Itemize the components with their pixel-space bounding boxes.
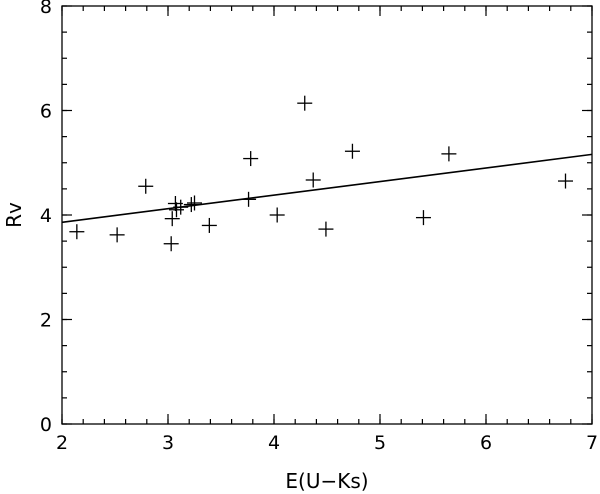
y-axis-label: Rv <box>2 202 26 228</box>
x-tick-label: 2 <box>56 432 68 454</box>
y-tick-label: 6 <box>40 101 52 123</box>
x-tick-label: 5 <box>374 432 386 454</box>
y-tick-label: 8 <box>40 0 52 18</box>
fit-line <box>61 153 593 224</box>
data-point <box>305 172 321 188</box>
x-tick-label: 6 <box>480 432 492 454</box>
y-tick-label: 0 <box>40 414 52 436</box>
data-point <box>164 211 180 227</box>
x-axis-label: E(U−Ks) <box>285 469 368 493</box>
data-point <box>163 236 179 252</box>
x-tick-label: 3 <box>162 432 174 454</box>
data-point <box>241 191 257 207</box>
x-tick-label: 4 <box>268 432 280 454</box>
data-point <box>441 146 457 162</box>
data-points <box>69 95 573 252</box>
data-point <box>243 151 259 167</box>
data-point <box>201 217 217 233</box>
minor-ticks <box>61 5 593 425</box>
data-point <box>187 195 202 211</box>
data-point <box>109 227 125 243</box>
major-ticks <box>61 5 593 425</box>
plot-frame <box>61 5 593 425</box>
data-point <box>415 210 431 226</box>
data-point <box>297 95 313 111</box>
y-tick-label: 4 <box>40 205 52 227</box>
data-point <box>173 199 189 215</box>
data-point <box>558 173 573 189</box>
y-tick-label: 2 <box>40 310 52 332</box>
x-tick-labels: 2 3 4 5 6 7 <box>56 432 598 454</box>
data-point <box>183 197 199 213</box>
y-tick-labels: 0 2 4 6 8 <box>40 0 52 436</box>
data-point <box>318 221 334 237</box>
x-tick-label: 7 <box>586 432 598 454</box>
data-point <box>344 143 360 159</box>
data-point <box>269 207 285 223</box>
data-point <box>168 202 184 218</box>
data-point <box>138 178 154 194</box>
data-point <box>69 224 85 240</box>
